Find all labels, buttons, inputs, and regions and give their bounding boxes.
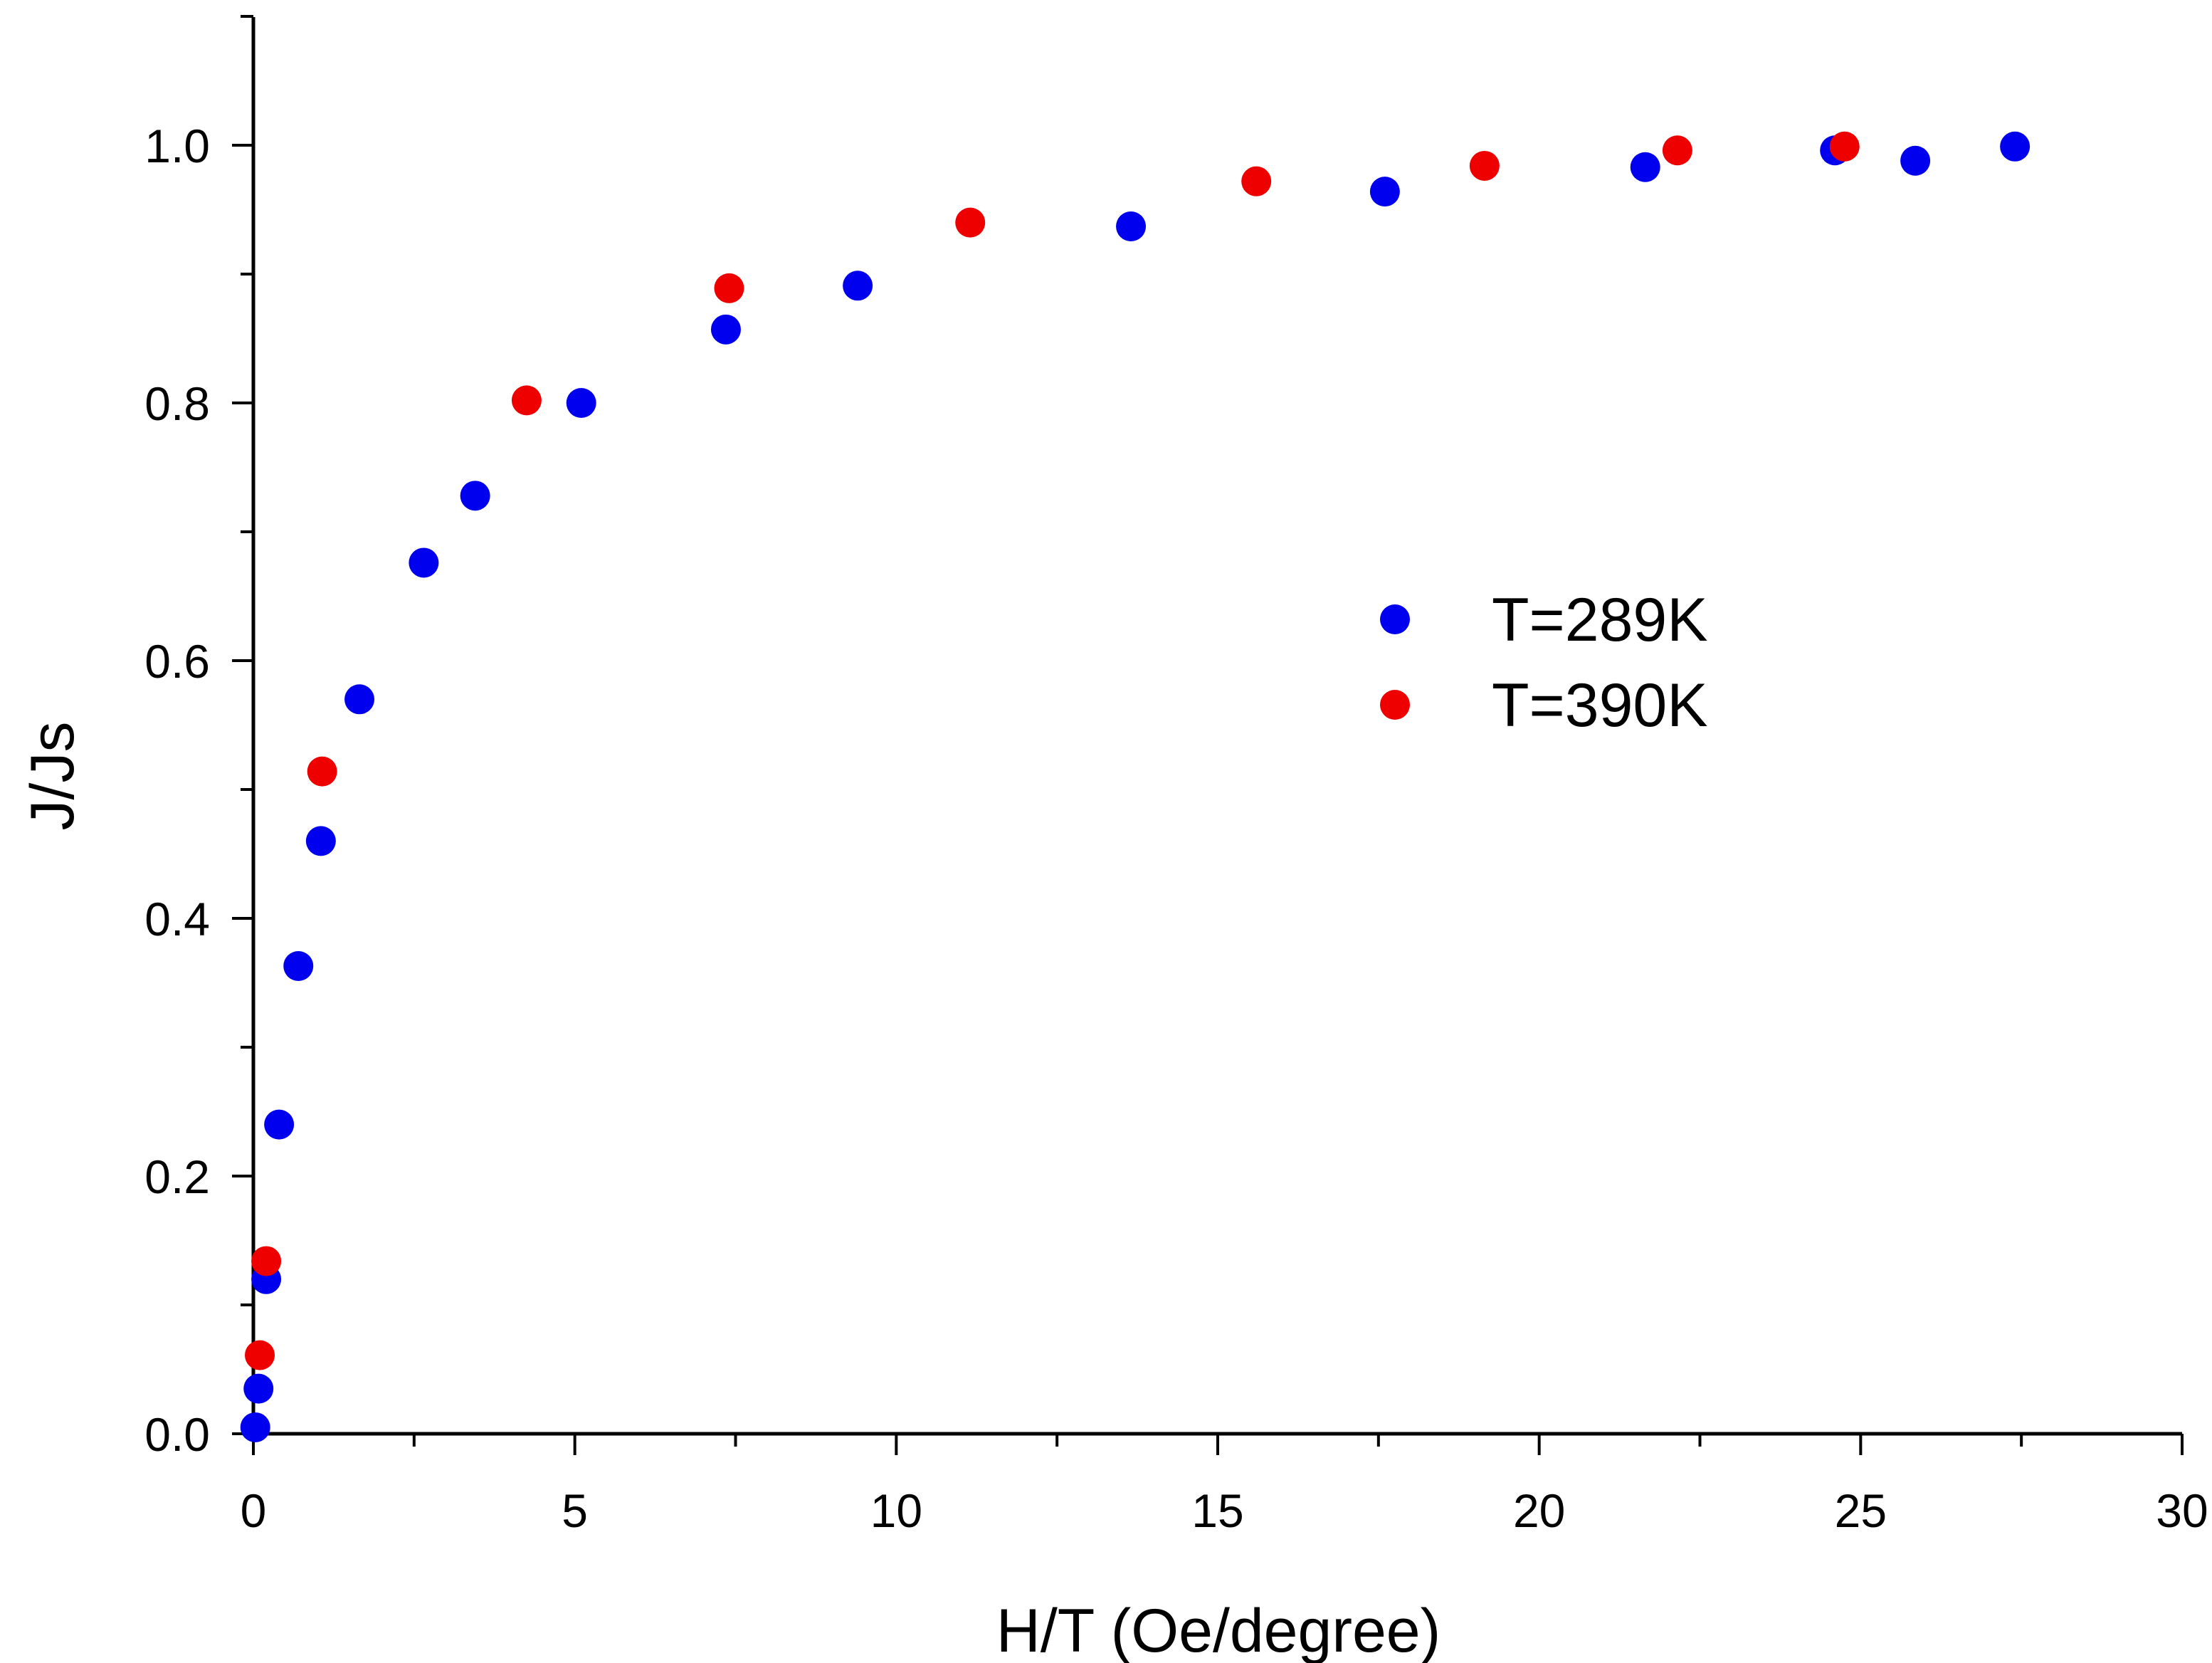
legend-item: T=390K — [1380, 671, 1708, 740]
data-point — [409, 547, 439, 578]
data-point — [710, 314, 741, 345]
y-tick-label: 1.0 — [144, 120, 210, 172]
y-tick-label: 0.4 — [144, 893, 210, 945]
y-tick-label: 0.2 — [144, 1150, 210, 1203]
data-point — [240, 1412, 270, 1442]
data-point — [307, 756, 337, 787]
axes — [251, 17, 2182, 1436]
data-point — [344, 684, 375, 715]
legend: T=289K T=390K — [1380, 586, 1708, 740]
data-point — [843, 271, 873, 301]
data-point — [2000, 131, 2031, 162]
data-point — [1369, 177, 1400, 207]
data-point — [1630, 152, 1660, 182]
legend-label: T=289K — [1492, 586, 1708, 654]
data-point — [511, 385, 542, 416]
data-point — [955, 207, 986, 238]
data-points — [240, 131, 2031, 1442]
x-tick-label: 15 — [1191, 1484, 1243, 1537]
x-tick-label: 10 — [870, 1484, 922, 1537]
series-T=390K — [245, 131, 1860, 1370]
x-tick-label: 20 — [1513, 1484, 1565, 1537]
data-point — [1116, 211, 1147, 242]
legend-marker — [1380, 690, 1410, 720]
data-point — [243, 1373, 274, 1404]
data-point — [283, 950, 314, 981]
data-point — [245, 1340, 275, 1370]
data-point — [1241, 166, 1272, 196]
data-point — [714, 273, 744, 303]
x-axis-title: H/T (Oe/degree) — [996, 1597, 1441, 1663]
data-point — [566, 388, 596, 418]
y-tick-label: 0.6 — [144, 635, 210, 688]
data-point — [1829, 131, 1860, 162]
x-tick-label: 5 — [562, 1484, 588, 1537]
x-tick-label: 0 — [241, 1484, 267, 1537]
y-axis-title: J/Js — [19, 722, 87, 831]
x-axis-ticks: 0 5 10 15 20 25 30 — [241, 1434, 2208, 1537]
data-point — [251, 1246, 282, 1276]
data-point — [1662, 135, 1692, 166]
y-tick-label: 0.0 — [144, 1408, 210, 1461]
y-tick-label: 0.8 — [144, 377, 210, 430]
legend-marker — [1380, 604, 1410, 634]
series-T=289K — [240, 131, 2031, 1442]
data-point — [460, 481, 490, 511]
data-point — [1900, 145, 1931, 176]
legend-label: T=390K — [1492, 671, 1708, 740]
y-axis-ticks: 0.0 0.2 0.4 0.6 0.8 1.0 — [144, 15, 253, 1461]
data-point — [305, 826, 336, 856]
data-point — [264, 1109, 295, 1140]
legend-item: T=289K — [1380, 586, 1708, 654]
x-tick-label: 30 — [2156, 1484, 2208, 1537]
data-point — [1469, 150, 1500, 181]
x-tick-label: 25 — [1835, 1484, 1887, 1537]
